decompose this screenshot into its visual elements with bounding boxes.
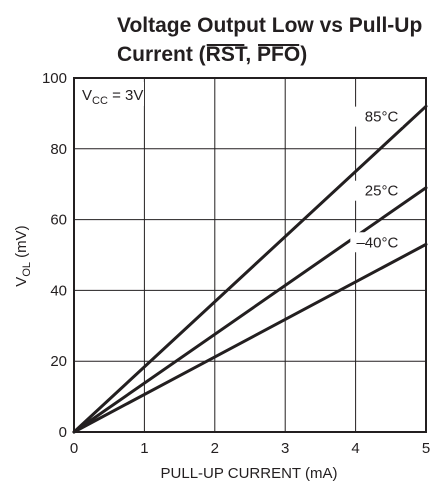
chart-title-line1: Voltage Output Low vs Pull-Up [117,14,422,37]
chart-title-line2: Current (RST, PFO) [117,43,307,66]
condition-background [78,82,144,106]
series-line [72,242,428,434]
series-label: 25°C [365,183,399,200]
series-lines [72,104,428,434]
plot-frame [73,77,427,433]
title-prefix: Current ( [117,43,206,66]
x-tick-label: 3 [281,440,289,457]
tick-labels: 0 1 2 3 4 5 0 20 40 60 80 100 [42,70,430,457]
y-axis-label: VOL (mV) [13,225,33,286]
y-label-sub: OL [21,262,33,277]
series-label-background [350,232,403,253]
condition-label: VCC = 3V [82,87,143,107]
title-suffix: ) [300,43,307,66]
y-tick-label: 40 [50,282,67,299]
y-tick-label: 100 [42,70,67,87]
x-tick-label: 5 [422,440,430,457]
grid [74,78,426,432]
series-label: –40°C [356,234,398,251]
x-tick-label: 1 [140,440,148,457]
y-tick-label: 60 [50,212,67,229]
y-tick-label: 80 [50,141,67,158]
condition-rest: = 3V [108,87,143,104]
series-line [72,104,428,434]
x-axis-label: PULL-UP CURRENT (mA) [161,465,338,482]
x-tick-label: 2 [211,440,219,457]
series-line [72,186,428,434]
series-label-background [350,106,403,127]
x-tick-label: 4 [351,440,359,457]
y-label-unit: (mV) [13,225,30,262]
x-tick-label: 0 [70,440,78,457]
y-tick-label: 20 [50,353,67,370]
title-sep: , [245,43,257,66]
series-label-background [350,180,403,201]
series-labels: 85°C 25°C –40°C [350,106,403,253]
condition-main: V [82,87,92,104]
y-tick-label: 0 [59,424,67,441]
y-label-main: V [13,277,30,287]
title-pfo: PFO [257,43,300,66]
title-rst: RST [206,43,248,66]
condition-sub: CC [92,95,108,107]
series-label: 85°C [365,109,399,126]
